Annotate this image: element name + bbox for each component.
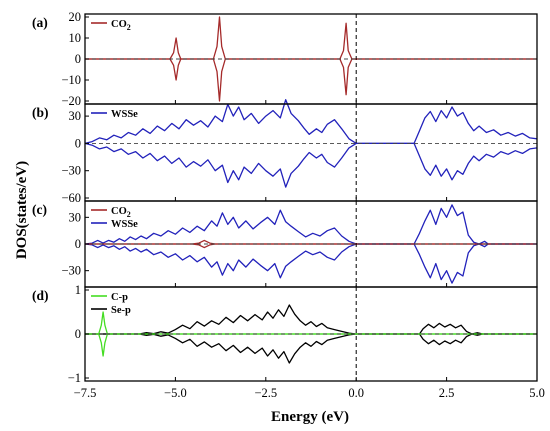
y-tick-label-2-0: 30 (69, 210, 82, 224)
legend-label-2-0: CO2 (111, 206, 131, 219)
series-line-mirror-3-0 (85, 333, 537, 364)
x-tick-label-2: −2.5 (254, 386, 277, 400)
y-tick-label-1-2: −30 (61, 164, 81, 178)
y-tick-label-0-1: 10 (69, 31, 82, 45)
panel-1: 30 0 −30 −60 (b) WSSe (32, 99, 538, 205)
series-line-3-0 (85, 304, 537, 335)
series-line-mirror-2-1 (85, 243, 537, 249)
panel-label-2: (c) (32, 202, 47, 217)
series-line-1-0 (84, 99, 538, 145)
x-tick-label-0: −7.5 (74, 386, 97, 400)
series-line-0-0 (85, 16, 537, 60)
y-tick-label-3-1: 0 (75, 327, 81, 341)
y-tick-label-3-2: −1 (68, 371, 81, 385)
y-tick-label-2-2: −30 (61, 264, 81, 278)
legend-label-3-1: Se-p (111, 305, 131, 316)
x-tick-label-5: 5.0 (529, 386, 545, 400)
y-tick-label-3-0: 1 (75, 283, 81, 297)
series-line-mirror-2-0 (84, 243, 537, 284)
y-tick-label-0-4: −20 (61, 94, 81, 108)
x-tick-label-4: 2.5 (439, 386, 455, 400)
panel-3: 1 0 −1 (d) C-p Se-p (32, 283, 538, 385)
series-line-mirror-3-1 (85, 333, 537, 357)
legend-label-1-0: WSSe (111, 109, 138, 120)
y-tick-label-0-3: −10 (61, 73, 81, 87)
panel-0: 20 10 0 −10 −20 (a) CO2 (32, 10, 538, 108)
panel-label-1: (b) (32, 105, 49, 120)
series-line-mirror-0-0 (85, 58, 537, 102)
panel-frame-1 (84, 103, 538, 202)
legend-label-2-1: WSSe (111, 219, 138, 230)
series-line-mirror-1-0 (84, 142, 538, 188)
y-tick-label-2-1: 0 (75, 237, 81, 251)
panel-label-0: (a) (32, 15, 48, 30)
legend-subscript-0-0: 2 (127, 23, 131, 32)
x-tick-label-3: 0.0 (348, 386, 364, 400)
series-line-2-0 (84, 204, 537, 245)
y-axis-title: DOS(states/eV) (14, 161, 30, 259)
y-tick-label-0-0: 20 (69, 10, 82, 24)
legend-label-0-0: CO2 (111, 19, 131, 32)
legend-subscript-2-0: 2 (127, 210, 131, 219)
legend-label-3-0: C-p (111, 292, 128, 303)
y-tick-label-0-2: 0 (75, 52, 81, 66)
y-tick-label-1-3: −60 (61, 191, 81, 205)
panel-label-3: (d) (32, 288, 49, 303)
y-tick-label-1-1: 0 (75, 136, 81, 150)
y-tick-label-1-0: 30 (69, 109, 82, 123)
series-line-3-1 (85, 311, 537, 335)
x-axis-title: Energy (eV) (271, 409, 349, 425)
x-tick-label-1: −5.0 (164, 386, 187, 400)
